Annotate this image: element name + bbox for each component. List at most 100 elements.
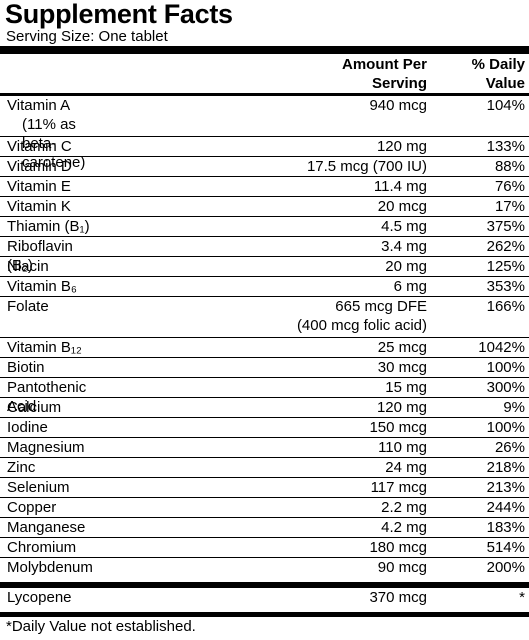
amount-cell: 940 mcg — [97, 96, 427, 136]
daily-value-cell: 100% — [427, 418, 529, 437]
footnote: *Daily Value not established. — [6, 618, 196, 635]
nutrient-cell: Vitamin D — [0, 157, 97, 176]
amount: 940 mcg — [369, 97, 427, 114]
amount-cell: 665 mcg DFE (400 mcg folic acid) — [97, 297, 427, 337]
amount-cell: 17.5 mcg (700 IU) — [97, 157, 427, 176]
daily-value-cell: 183% — [427, 518, 529, 537]
amount-cell: 24 mg — [97, 458, 427, 477]
nutrient-row: Riboflavin (B₂) 3.4 mg 262% — [0, 237, 529, 274]
nutrient-row: Chromium 180 mcg 514% — [0, 538, 529, 558]
nutrient-cell: Vitamin B₆ — [0, 277, 97, 296]
nutrient-cell: Copper — [0, 498, 97, 517]
daily-value: 375% — [486, 218, 525, 235]
nutrient-row: Vitamin B₆ 6 mg 353% — [0, 277, 529, 297]
nutrient-row: Thiamin (B₁) 4.5 mg 375% — [0, 217, 529, 237]
nutrient-row: Vitamin E 11.4 mg 76% — [0, 177, 529, 197]
amount-cell: 25 mcg — [97, 338, 427, 357]
nutrient-row: Pantothenic Acid 15 mg 300% — [0, 378, 529, 415]
nutrient-name: Vitamin E — [7, 178, 71, 195]
daily-value-cell: 300% — [427, 378, 529, 397]
amount: 370 mcg — [369, 589, 427, 606]
daily-value: 244% — [486, 499, 525, 516]
nutrient-cell: Selenium — [0, 478, 97, 497]
nutrient-row: Selenium 117 mcg 213% — [0, 478, 529, 498]
daily-value: 213% — [486, 479, 525, 496]
daily-value: 17% — [494, 198, 525, 215]
nutrient-name: Iodine — [7, 419, 48, 436]
amount: 17.5 mcg (700 IU) — [306, 158, 427, 175]
thick-rule — [0, 46, 529, 54]
nutrient-name: Niacin — [7, 258, 49, 275]
amount: 11.4 mg — [373, 178, 427, 195]
nutrient-row: Folate 665 mcg DFE (400 mcg folic acid) 166… — [0, 297, 529, 338]
amount-cell: 6 mg — [97, 277, 427, 296]
nutrient-cell: Molybdenum — [0, 558, 97, 582]
header-line: Serving — [371, 75, 427, 92]
nutrient-row: Vitamin K 20 mcg 17% — [0, 197, 529, 217]
nutrient-cell: Lycopene — [0, 588, 97, 612]
amount-cell: 20 mg — [97, 257, 427, 276]
nutrient-cell: Vitamin B₁₂ — [0, 338, 97, 357]
nutrient-name: Vitamin D — [7, 158, 72, 175]
nutrient-cell: Magnesium — [0, 438, 97, 457]
nutrient-row: Niacin 20 mg 125% — [0, 257, 529, 277]
nutrient-name: Vitamin K — [7, 198, 71, 215]
nutrient-name: Folate — [7, 298, 49, 315]
nutrient-cell: Manganese — [0, 518, 97, 537]
amount: 25 mcg — [377, 339, 427, 356]
amount: 4.2 mg — [381, 519, 427, 536]
nutrient-cell: Folate — [0, 297, 97, 337]
amount-cell: 4.5 mg — [97, 217, 427, 236]
daily-value: 26% — [494, 439, 525, 456]
header-line: Amount Per — [341, 56, 427, 73]
nutrient-name: Vitamin B₆ — [7, 278, 77, 295]
daily-value-cell: * — [427, 588, 529, 612]
nutrient-row: Biotin 30 mcg 100% — [0, 358, 529, 378]
nutrient-row: Vitamin A (11% as beta-carotene) 940 mcg 10… — [0, 96, 529, 171]
nutrient-cell: Pantothenic Acid — [0, 378, 97, 415]
amount: 20 mg — [385, 258, 427, 275]
daily-value-cell: 100% — [427, 358, 529, 377]
nutrient-name: Vitamin A — [7, 97, 71, 114]
daily-value: * — [519, 589, 525, 606]
amount: 150 mcg — [369, 419, 427, 436]
amount-cell: 120 mg — [97, 137, 427, 156]
daily-value: 300% — [486, 379, 525, 396]
nutrient-cell: Calcium — [0, 398, 97, 417]
nutrient-row: Manganese 4.2 mg 183% — [0, 518, 529, 538]
daily-value: 262% — [486, 238, 525, 255]
amount-note: (400 mcg folic acid) — [296, 317, 427, 334]
nutrient-cell: Vitamin K — [0, 197, 97, 216]
amount: 3.4 mg — [381, 238, 427, 255]
amount: 2.2 mg — [381, 499, 427, 516]
daily-value: 200% — [486, 559, 525, 576]
daily-value: 76% — [494, 178, 525, 195]
nutrient-row: Molybdenum 90 mcg 200% — [0, 558, 529, 582]
nutrient-row: Copper 2.2 mg 244% — [0, 498, 529, 518]
daily-value-cell: 9% — [427, 398, 529, 417]
nutrient-rows: Vitamin A (11% as beta-carotene) 940 mcg 10… — [0, 96, 529, 582]
amount: 665 mcg DFE — [335, 298, 427, 315]
nutrient-note: (11% as beta-carotene) — [22, 116, 86, 171]
nutrient-name: Manganese — [7, 519, 86, 536]
nutrient-name: Vitamin B₁₂ — [7, 339, 82, 356]
nutrient-cell: Iodine — [0, 418, 97, 437]
nutrient-cell: Biotin — [0, 358, 97, 377]
daily-value: 9% — [503, 399, 525, 416]
amount-cell: 30 mcg — [97, 358, 427, 377]
daily-value: 514% — [486, 539, 525, 556]
nutrient-cell: Riboflavin (B₂) — [0, 237, 97, 274]
nutrient-cell: Vitamin C — [0, 137, 97, 156]
amount-cell: 15 mg — [97, 378, 427, 397]
nutrient-row: Vitamin C 120 mg 133% — [0, 137, 529, 157]
thick-rule — [0, 612, 529, 617]
daily-value: 133% — [486, 138, 525, 155]
amount: 24 mg — [385, 459, 427, 476]
nutrient-name: Lycopene — [7, 589, 72, 606]
amount: 90 mcg — [377, 559, 427, 576]
amount: 4.5 mg — [381, 218, 427, 235]
nutrient-name: Thiamin (B₁) — [7, 218, 90, 235]
nutrient-cell: Zinc — [0, 458, 97, 477]
daily-value: 166% — [486, 298, 525, 315]
daily-value-header: % Daily Value — [427, 55, 529, 93]
